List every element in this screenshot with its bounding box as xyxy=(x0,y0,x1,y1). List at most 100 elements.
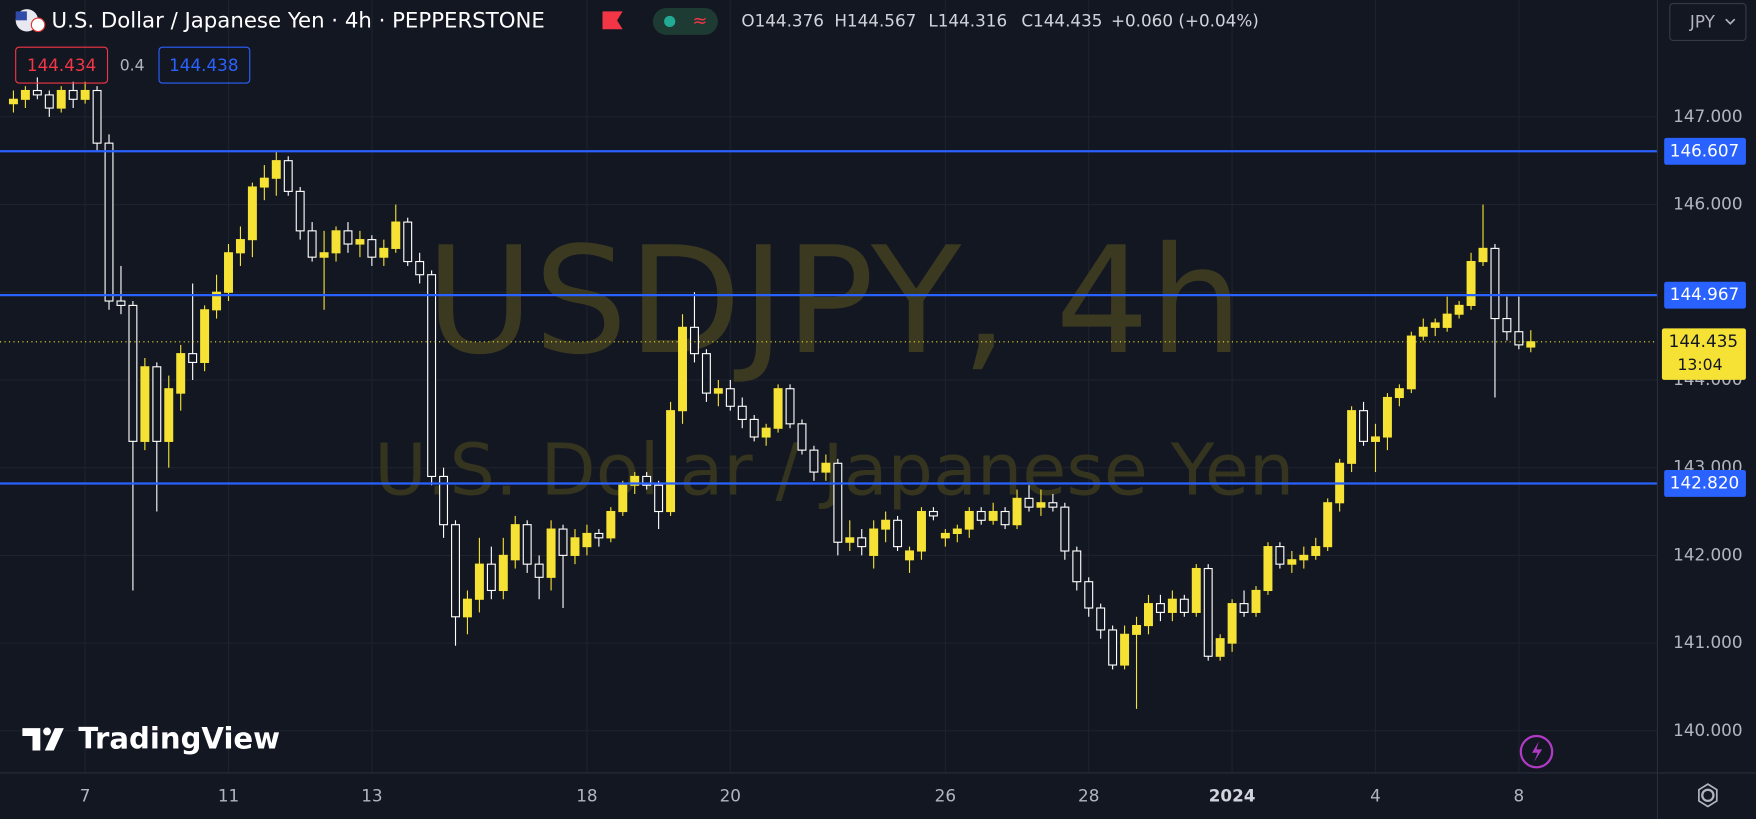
candle-body xyxy=(522,524,532,565)
candle-body xyxy=(1167,598,1177,613)
candle-body xyxy=(331,230,341,254)
candle-body xyxy=(1323,502,1333,548)
candle-body xyxy=(391,221,401,249)
watermark-symbol: USDJPY, 4h xyxy=(426,215,1243,387)
candle-body xyxy=(976,510,986,521)
candle-body xyxy=(44,94,54,109)
candle-body xyxy=(534,563,544,578)
x-tick-label: 26 xyxy=(935,785,956,805)
candle-body xyxy=(1072,550,1082,583)
candle-body xyxy=(128,304,138,442)
candle-body xyxy=(773,388,783,429)
candle-body xyxy=(1371,436,1380,442)
candle-body xyxy=(295,190,305,232)
candle-body xyxy=(1227,603,1237,644)
candle-body xyxy=(857,537,867,548)
candle-body xyxy=(570,537,580,556)
candle-body xyxy=(725,388,735,407)
candle-body xyxy=(905,550,915,561)
candle-body xyxy=(964,510,974,530)
candle-body xyxy=(618,484,628,513)
candle-body xyxy=(1359,410,1369,442)
candle-body xyxy=(80,89,90,100)
candle-body xyxy=(367,239,377,258)
settings-icon[interactable] xyxy=(1701,788,1715,803)
candle-body xyxy=(689,326,699,355)
candle-body xyxy=(176,353,186,394)
candle-body xyxy=(546,528,556,578)
candle-body xyxy=(1502,318,1512,333)
candle-body xyxy=(1490,247,1500,320)
settings-outline xyxy=(1698,783,1718,808)
currency-button[interactable] xyxy=(1669,2,1747,42)
candle-body xyxy=(439,475,449,526)
brand-logo xyxy=(22,728,64,751)
candle-body xyxy=(749,418,759,438)
candle-body xyxy=(630,475,640,486)
plot-area xyxy=(0,77,1658,709)
candle-body xyxy=(1299,554,1309,561)
x-tick-label: 28 xyxy=(1078,785,1099,805)
ohlc-value: +0.060 (+0.04%) xyxy=(1111,10,1259,30)
candle-body xyxy=(1394,388,1404,399)
candle-body xyxy=(666,410,676,513)
candle-body xyxy=(821,462,831,473)
countdown-label: 13:04 xyxy=(1677,355,1722,374)
alert-icon[interactable] xyxy=(1519,734,1554,769)
flag-icon-jp xyxy=(30,17,46,33)
spread: 0.4 xyxy=(120,56,145,75)
currency-label[interactable]: JPY xyxy=(1689,12,1716,32)
candle-body xyxy=(427,274,437,478)
candle-body xyxy=(845,537,855,543)
candle-body xyxy=(1132,624,1142,635)
candle-body xyxy=(893,519,903,548)
candle-body xyxy=(1191,567,1201,613)
level-label: 144.967 xyxy=(1670,284,1739,304)
candle-body xyxy=(558,528,568,556)
status-wave: ≈ xyxy=(692,10,707,31)
x-tick-label: 20 xyxy=(720,785,741,805)
candle-body xyxy=(212,291,222,311)
candle-body xyxy=(451,524,460,618)
candle-body xyxy=(1048,502,1058,508)
candle-body xyxy=(940,532,950,539)
candle-body xyxy=(988,510,998,521)
candle-body xyxy=(785,388,795,425)
candle-body xyxy=(56,89,66,109)
candle-body xyxy=(1418,326,1428,337)
candle-body xyxy=(32,89,42,96)
currency-caret xyxy=(1725,18,1736,25)
brand-name: TradingView xyxy=(78,721,280,755)
y-tick-label: 141.000 xyxy=(1673,632,1742,652)
candle-body xyxy=(462,598,472,618)
candle-body xyxy=(1251,589,1261,613)
ask-price[interactable]: 144.438 xyxy=(169,55,238,75)
sell-box[interactable] xyxy=(15,46,109,84)
candle-body xyxy=(355,239,365,245)
candle-body xyxy=(881,519,891,530)
candle-body xyxy=(809,449,819,473)
flag-canton xyxy=(15,11,27,21)
buy-box[interactable] xyxy=(158,46,251,84)
candle-body xyxy=(701,353,711,394)
market-open-dot xyxy=(664,15,676,28)
candle-body xyxy=(224,252,233,293)
candle-body xyxy=(1000,510,1010,526)
candle-body xyxy=(1203,567,1213,657)
x-tick-label: 4 xyxy=(1370,785,1381,805)
candle-body xyxy=(92,89,102,144)
bid-price[interactable]: 144.434 xyxy=(27,55,96,75)
last-price-box xyxy=(1661,328,1746,380)
candle-body xyxy=(1514,331,1524,346)
level-label: 146.607 xyxy=(1670,140,1739,160)
symbol-title[interactable]: U.S. Dollar / Japanese Yen · 4h · PEPPER… xyxy=(52,8,545,33)
level-label-box xyxy=(1664,281,1746,309)
candle-body xyxy=(761,427,771,438)
candle-body xyxy=(20,89,30,100)
flag-marker[interactable] xyxy=(602,11,623,30)
candle-body xyxy=(594,532,604,539)
candle-body xyxy=(1143,603,1153,627)
